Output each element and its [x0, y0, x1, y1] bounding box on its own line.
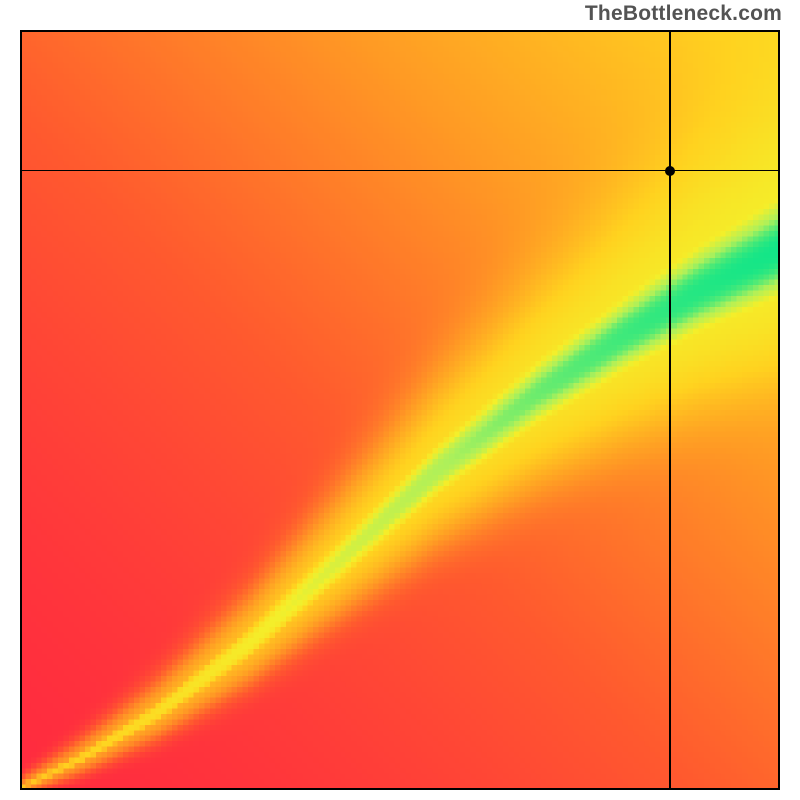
- bottleneck-heatmap: [20, 30, 780, 790]
- crosshair-vertical: [669, 30, 671, 790]
- watermark-text: TheBottleneck.com: [585, 2, 782, 26]
- crosshair-marker-dot: [665, 166, 675, 176]
